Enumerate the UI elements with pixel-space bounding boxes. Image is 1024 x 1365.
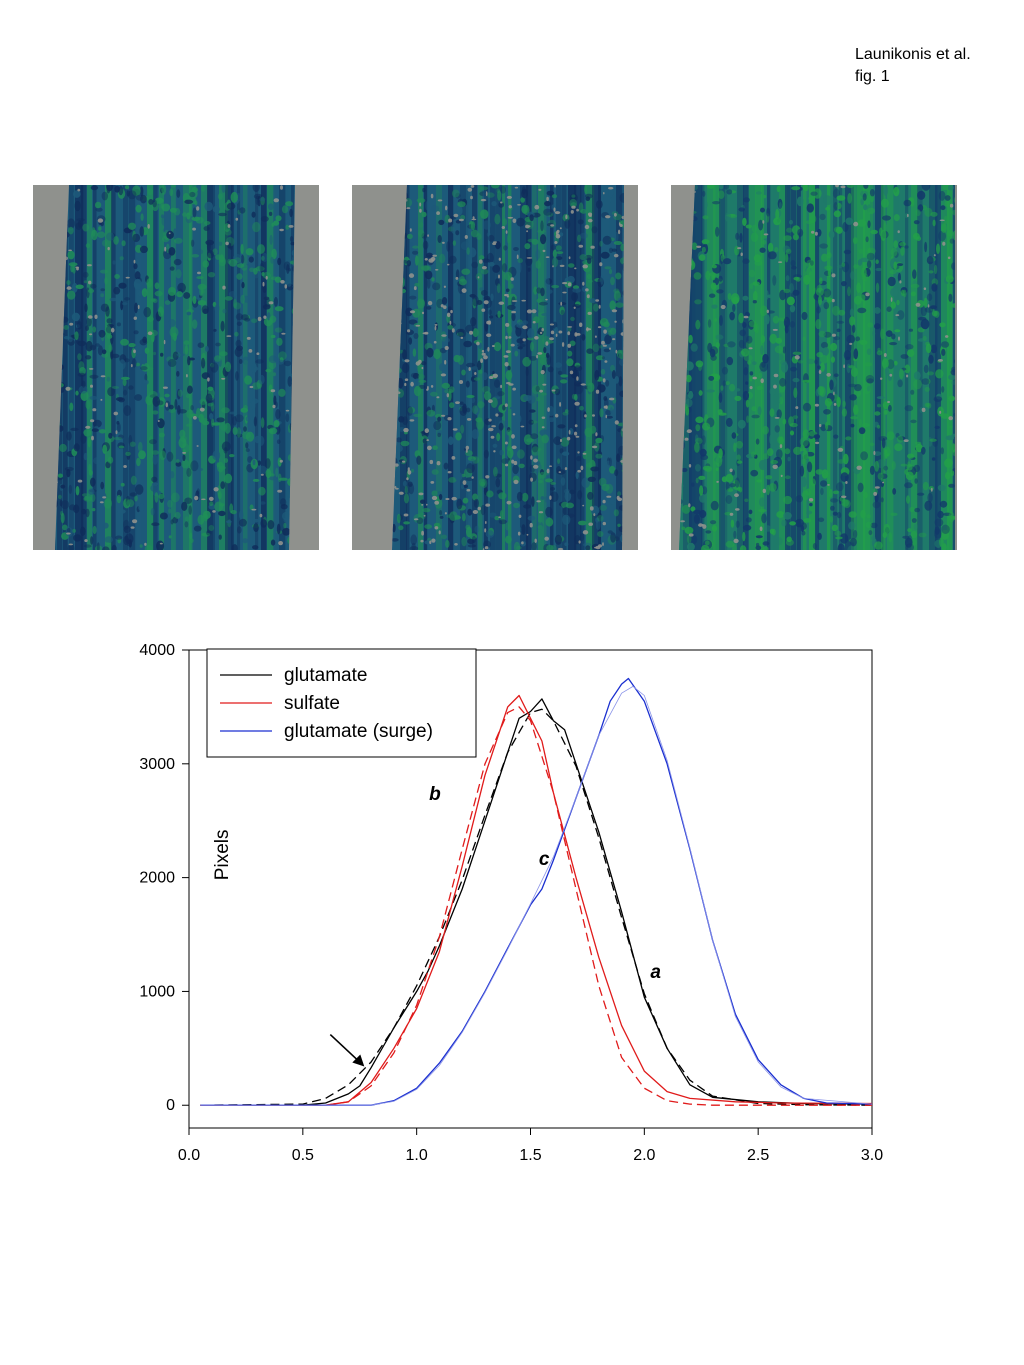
legend-entry: sulfate bbox=[284, 693, 340, 714]
y-tick-label: 3000 bbox=[139, 756, 175, 773]
curve-label-b: b bbox=[429, 784, 441, 805]
y-tick-label: 0 bbox=[166, 1097, 175, 1114]
microscopy-image-c bbox=[671, 185, 957, 550]
x-tick-label: 2.0 bbox=[633, 1147, 655, 1164]
x-tick-label: 0.0 bbox=[178, 1147, 200, 1164]
curve-label-c: c bbox=[539, 849, 550, 870]
figure-caption: Launikonis et al. fig. 1 bbox=[855, 44, 971, 88]
series-line-sulfate-fit bbox=[200, 706, 872, 1106]
x-tick-label: 1.0 bbox=[406, 1147, 428, 1164]
x-tick-label: 2.5 bbox=[747, 1147, 769, 1164]
curve-label-a: a bbox=[650, 962, 661, 983]
annotation-arrow bbox=[329, 1033, 362, 1065]
legend-entry: glutamate (surge) bbox=[284, 721, 433, 742]
histogram-chart: 0 1000 2000 3000 4000 0.0 0.5 1.0 1.5 2.0 2.5 3.0 Pi… bbox=[120, 630, 920, 1190]
microscopy-texture bbox=[671, 185, 957, 550]
series-line-sulfate bbox=[200, 694, 873, 1106]
figure-number: fig. 1 bbox=[855, 68, 890, 85]
series-line-glutamate-surge-fit bbox=[200, 686, 873, 1106]
x-tick-label: 3.0 bbox=[861, 1147, 883, 1164]
y-axis-label: Pixels bbox=[212, 830, 233, 881]
microscopy-image-b bbox=[352, 185, 638, 550]
microscopy-image-a bbox=[33, 185, 319, 550]
x-tick-label: 0.5 bbox=[292, 1147, 314, 1164]
series-line-glutamate-fit bbox=[200, 708, 873, 1106]
chart-svg: 0 1000 2000 3000 4000 0.0 0.5 1.0 1.5 2.0 2.5 3.0 Pi… bbox=[139, 642, 883, 1164]
series-line-glutamate bbox=[200, 698, 873, 1106]
y-tick-label: 2000 bbox=[139, 870, 175, 887]
microscopy-texture bbox=[352, 185, 638, 550]
microscopy-texture bbox=[33, 185, 319, 550]
y-tick-label: 1000 bbox=[139, 983, 175, 1000]
x-tick-label: 1.5 bbox=[519, 1147, 541, 1164]
series-line-glutamate-surge- bbox=[200, 677, 873, 1106]
legend-entry: glutamate bbox=[284, 665, 367, 686]
author-label: Launikonis et al. bbox=[855, 46, 971, 63]
y-tick-label: 4000 bbox=[139, 642, 175, 659]
annotation-arrowhead bbox=[352, 1054, 365, 1067]
